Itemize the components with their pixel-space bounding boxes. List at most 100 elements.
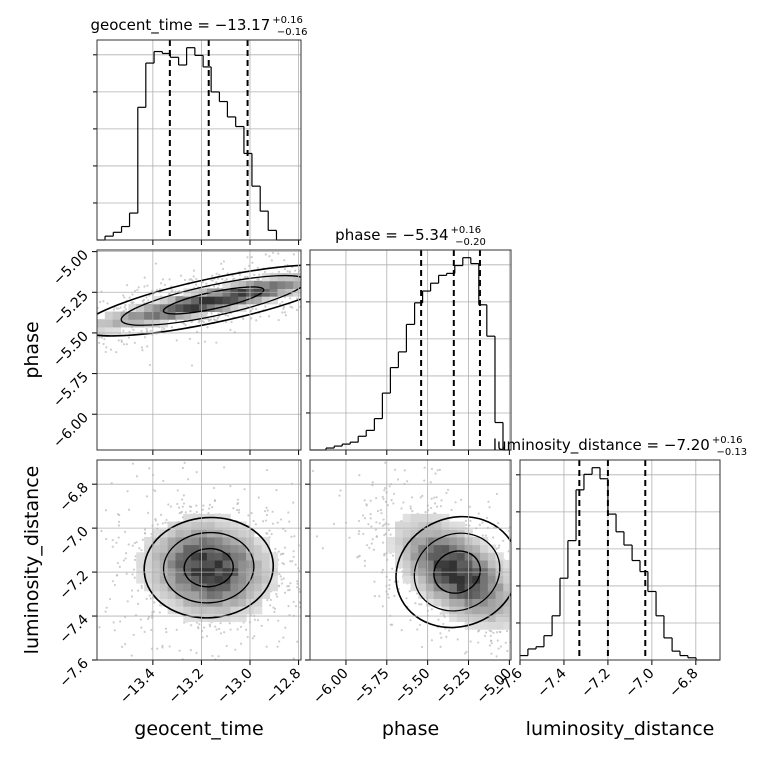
scatter-point	[132, 633, 135, 636]
x-tick-label: −13.4	[117, 665, 159, 707]
scatter-point	[533, 589, 535, 591]
panel-title-sub: −0.13	[717, 447, 748, 458]
panel-title-sup: +0.16	[712, 435, 743, 446]
density-cell	[456, 583, 466, 592]
scatter-point	[528, 655, 530, 657]
scatter-point	[145, 296, 148, 299]
scatter-point	[325, 253, 327, 255]
scatter-point	[312, 287, 314, 289]
scatter-point	[140, 329, 143, 333]
scatter-point	[332, 522, 336, 526]
scatter-point	[229, 328, 232, 331]
scatter-point	[188, 337, 192, 340]
scatter-point	[128, 330, 131, 333]
scatter-point	[179, 511, 183, 514]
scatter-point	[86, 323, 88, 325]
density-cell	[222, 544, 231, 553]
scatter-point	[318, 598, 320, 600]
density-cell	[159, 536, 169, 546]
scatter-point	[167, 292, 171, 296]
scatter-point	[360, 274, 362, 276]
density-cell	[285, 273, 294, 282]
scatter-point	[539, 564, 541, 566]
scatter-point	[208, 625, 212, 628]
histogram-panel: phase = −5.34 +0.16 −0.20	[306, 225, 512, 455]
scatter-point	[433, 502, 437, 505]
density-cell	[167, 590, 176, 599]
scatter-point	[542, 571, 544, 573]
density-cell	[238, 280, 247, 289]
density-cell	[222, 280, 231, 289]
scatter-point	[348, 298, 350, 300]
density-cell	[487, 613, 497, 623]
density-cell	[395, 521, 404, 530]
scatter-point	[178, 649, 181, 652]
scatter-point	[292, 657, 295, 660]
scatter-point	[409, 505, 412, 508]
scatter-point	[316, 247, 318, 249]
scatter-point	[386, 504, 389, 507]
scatter-point	[100, 336, 103, 339]
scatter-point	[112, 308, 115, 311]
contour-line	[162, 531, 255, 604]
density-cell	[167, 311, 176, 320]
scatter-point	[265, 468, 269, 472]
density-cell	[151, 311, 161, 320]
scatter-point	[74, 321, 76, 323]
scatter-point	[271, 522, 275, 525]
scatter-point	[91, 337, 93, 339]
density-cell	[487, 583, 497, 592]
scatter-point	[320, 303, 322, 305]
scatter-point	[179, 274, 183, 277]
density-cell	[144, 319, 153, 328]
scatter-point	[418, 603, 421, 606]
scatter-point	[515, 593, 517, 595]
scatter-point	[90, 542, 92, 544]
density-cell	[222, 598, 231, 607]
scatter-point	[89, 310, 91, 312]
scatter-point	[301, 311, 303, 313]
density-cell	[472, 575, 481, 584]
scatter-point	[512, 639, 514, 641]
scatter-point	[181, 466, 185, 470]
scatter-point	[358, 474, 361, 477]
scatter-point	[383, 523, 386, 526]
scatter-point	[497, 546, 500, 549]
density-cell	[214, 583, 224, 592]
density-cell	[402, 560, 411, 569]
scatter-point	[253, 273, 256, 276]
scatter-point	[256, 266, 260, 269]
y-tick-label: −7.0	[56, 524, 91, 559]
density-cell	[206, 575, 216, 584]
scatter-point	[212, 318, 216, 321]
scatter-point	[315, 283, 317, 285]
scatter-point	[322, 592, 324, 594]
scatter-point	[304, 290, 306, 292]
scatter-point	[244, 267, 247, 270]
density-cell	[503, 598, 511, 607]
scatter-point	[481, 534, 484, 537]
scatter-point	[538, 630, 540, 632]
density-cell	[487, 544, 497, 553]
scatter-point	[421, 494, 424, 497]
scatter-point	[331, 289, 333, 291]
scatter-point	[505, 629, 509, 633]
scatter-point	[492, 670, 494, 672]
scatter-point	[282, 577, 285, 580]
scatter-point	[416, 628, 419, 631]
density-cell	[175, 575, 184, 584]
scatter-point	[222, 260, 225, 263]
scatter-point	[305, 542, 307, 544]
scatter-point	[195, 471, 198, 474]
density-cell	[151, 575, 161, 584]
scatter-point	[146, 330, 149, 333]
scatter-point	[320, 253, 322, 255]
panel-title-sup: +0.16	[451, 225, 482, 236]
density-cell	[214, 296, 224, 305]
scatter-point	[363, 499, 366, 502]
density-cell	[449, 544, 458, 553]
scatter-point	[201, 319, 204, 323]
density-cell	[199, 590, 208, 599]
scatter-point	[141, 349, 144, 352]
